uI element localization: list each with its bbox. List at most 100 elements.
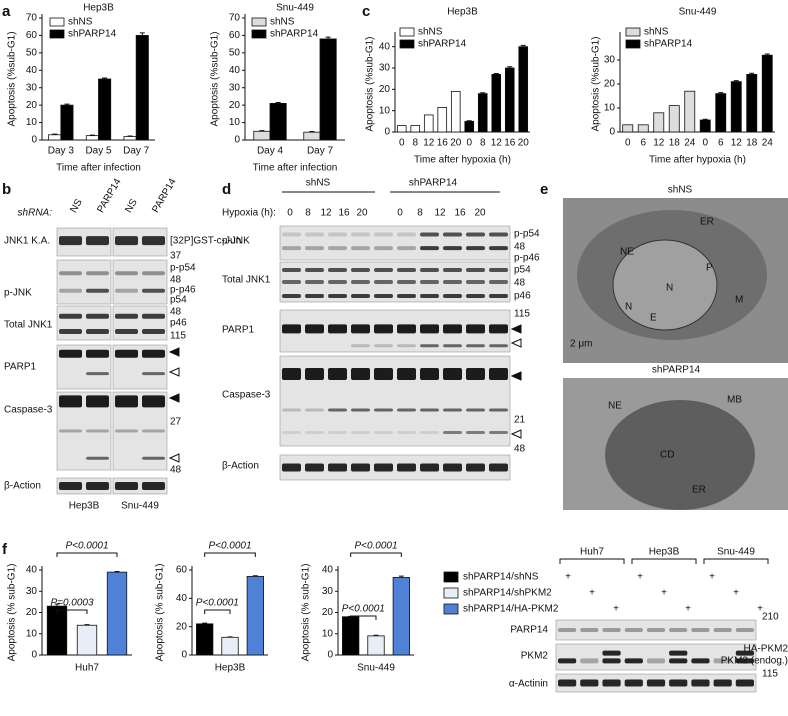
blot-band [691,679,710,687]
bar [342,616,360,656]
blot-band [351,431,370,434]
size-label: 37 [170,251,182,262]
blot-band [558,658,577,664]
blot-band [397,368,416,380]
blot-band [305,431,324,434]
x-tick-label: Day 7 [123,146,150,157]
blot-band [86,313,109,319]
axis-label: Hypoxia (h): [222,208,276,219]
bar [367,635,385,656]
legend-swatch [49,29,65,39]
blot-band [115,236,138,246]
blot-band [59,288,82,293]
x-tick-label: 24 [762,138,774,149]
x-tick-label: 12 [653,138,665,149]
error-bar [64,103,70,106]
arrowhead [510,324,522,334]
blot-band [466,268,485,272]
y-tick-label: 40 [379,41,391,52]
sign: + [757,604,763,615]
bar [253,130,271,141]
legend-swatch [443,587,459,599]
x-tick-label: 12 [423,138,435,149]
blot-band [420,408,439,412]
blot-band [374,431,393,434]
y-tick-label: 20 [229,100,241,111]
blot [112,259,168,305]
blot-band [59,313,82,319]
blot-band [624,628,643,632]
bar [464,120,475,133]
blot-band [669,658,688,664]
blot-band [489,408,508,412]
bar [668,105,680,133]
blot-band [466,408,485,412]
blot-band [397,408,416,412]
chart-title: Hep3B [447,7,478,18]
bar [98,78,112,141]
y-tick-label: 40 [26,65,38,76]
bar [48,134,62,141]
bracket [703,558,769,564]
blot-band [735,650,754,656]
blot-band [558,628,577,632]
x-tick-label: 20 [450,138,462,149]
row-label: Total JNK1 [4,320,53,331]
blot-band [351,268,370,272]
x-tick-label: Day 5 [85,146,112,157]
error-bar [733,80,739,82]
p-value: P=0.0003 [50,598,94,609]
chart-title: Snu-449 [679,7,717,18]
em-label: NE [608,401,622,412]
blot-band [282,431,301,434]
blot-band [443,431,462,434]
blot-band [602,679,621,687]
x-axis-label: Time after infection [56,163,141,174]
blot-band [669,628,688,632]
blot-band [735,679,754,687]
em-title: shPARP14 [652,365,701,376]
size-label: 48 [170,275,182,286]
size-label: p-p46 [170,285,196,296]
size-label: 27 [170,417,182,428]
y-tick-label: 10 [26,117,38,128]
blot-band [142,395,165,408]
y-axis-label: Apoptosis (% sub-G1) [301,564,312,662]
blot-band [489,232,508,237]
size-label: p46 [170,318,187,329]
bracket [204,552,256,557]
blot [56,305,112,341]
sign: + [613,604,619,615]
cell-label: Snu-449 [717,547,755,558]
bar [653,112,665,133]
bracket [204,609,231,614]
bar [715,93,727,133]
blot-band [142,456,165,460]
y-tick-label: 0 [31,135,37,146]
cell-label: Hep3B [69,501,100,512]
lane-label: 0 [287,208,293,219]
blot-band [142,313,165,319]
row-label: JNK1 K.A. [4,236,50,247]
y-tick-label: 10 [322,628,334,639]
lane-label: 16 [338,208,350,219]
y-tick-label: 50 [26,47,38,58]
blot-band [397,463,416,472]
y-axis-label: Apoptosis (%sub-G1) [591,36,602,131]
blot-band [305,294,324,298]
y-tick-label: 40 [322,565,334,576]
bar [637,124,649,133]
em-label: P [706,263,713,274]
bracket [56,609,88,614]
legend-label: shPARP14 [270,29,319,40]
blot-band [59,482,82,490]
y-tick-label: 30 [604,55,616,66]
blot-band [646,679,666,687]
blot-band [351,324,370,334]
size-label: 115 [514,309,530,320]
legend-swatch [399,27,415,37]
lane-label: 12 [320,208,332,219]
blot-band [328,232,347,237]
em-label: CD [660,450,674,461]
